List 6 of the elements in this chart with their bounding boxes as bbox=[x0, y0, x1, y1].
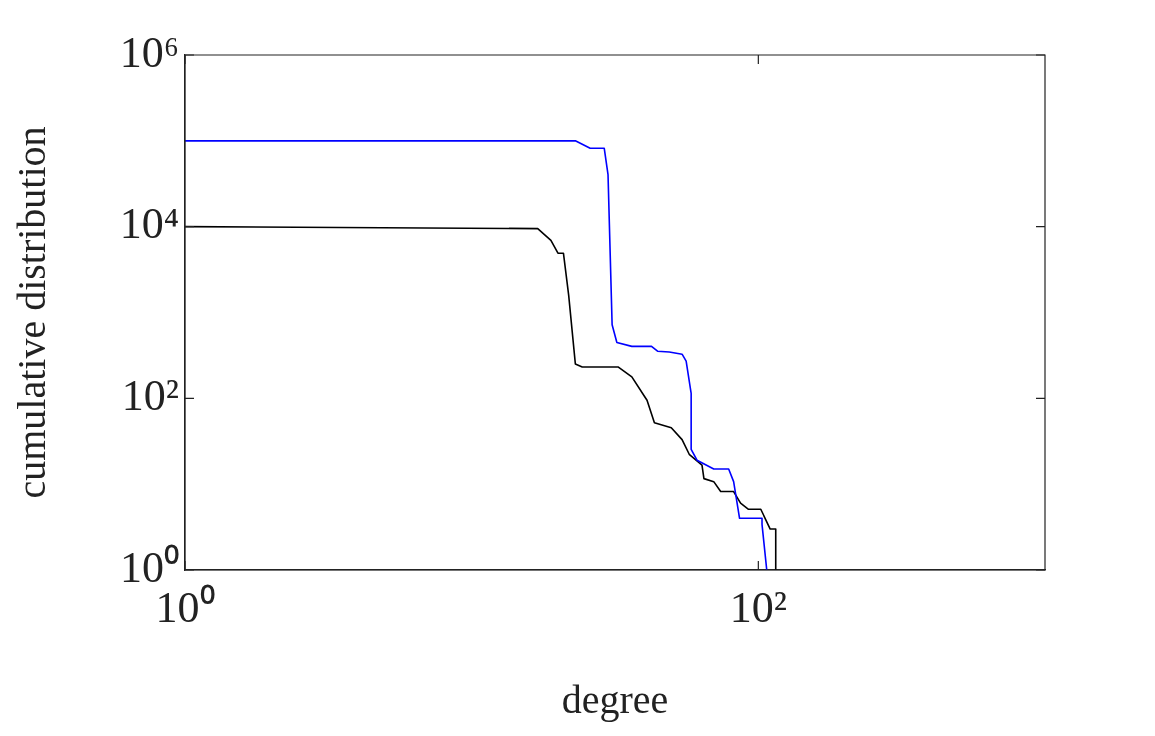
y-tick-label: 10⁰ bbox=[120, 542, 179, 592]
y-axis-title: cumulative distribution bbox=[8, 126, 54, 499]
y-tick-label: 10⁶ bbox=[119, 27, 179, 77]
y-tick-label: 10⁴ bbox=[119, 199, 179, 249]
y-tick-label: 10² bbox=[121, 370, 179, 420]
x-axis-title: degree bbox=[561, 676, 669, 722]
